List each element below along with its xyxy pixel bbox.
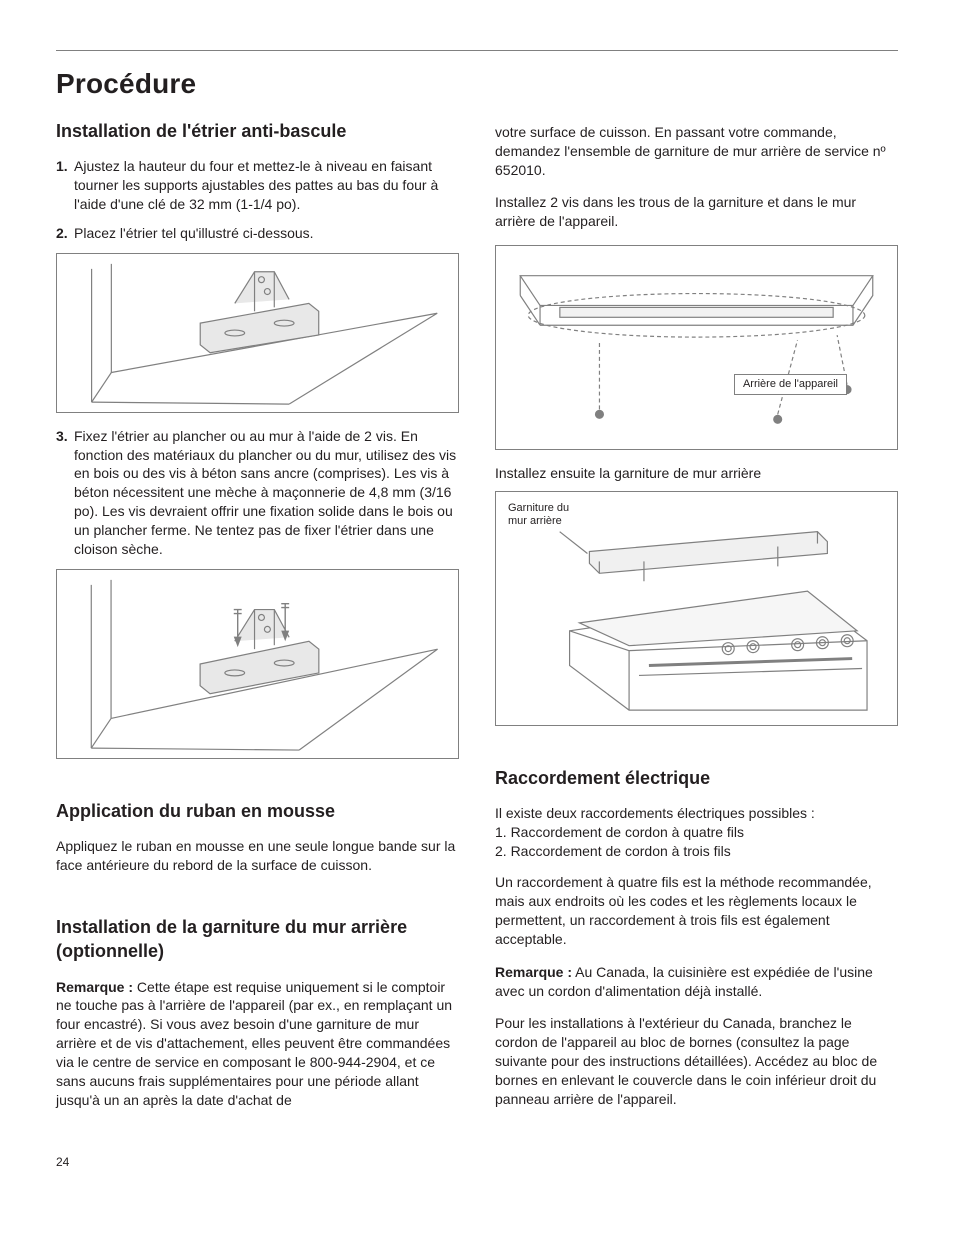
figure-bracket-placement xyxy=(56,253,459,413)
figure-bracket-screws xyxy=(56,569,459,759)
fig-label-trim: Garniture du mur arrière xyxy=(504,500,573,530)
step-num: 3. xyxy=(56,427,74,559)
caption-install-trim: Installez ensuite la garniture de mur ar… xyxy=(495,464,898,483)
sec1-steps: 1. Ajustez la hauteur du four et mettez-… xyxy=(56,157,459,243)
step-1: 1. Ajustez la hauteur du four et mettez-… xyxy=(56,157,459,214)
top-rule xyxy=(56,50,898,51)
note-body: Cette étape est requise uniquement si le… xyxy=(56,979,452,1108)
install-screws-text: Installez 2 vis dans les trous de la gar… xyxy=(495,193,898,231)
right-column: votre surface de cuisson. En passant vot… xyxy=(495,119,898,1124)
sec2-heading: Application du ruban en mousse xyxy=(56,799,459,823)
step-text: Placez l'étrier tel qu'illustré ci-desso… xyxy=(74,224,459,243)
left-column: Installation de l'étrier anti-bascule 1.… xyxy=(56,119,459,1124)
opt2: 2. Raccordement de cordon à trois fils xyxy=(495,843,731,859)
two-column-layout: Installation de l'étrier anti-bascule 1.… xyxy=(56,119,898,1124)
bracket-screws-svg xyxy=(57,570,458,758)
step-num: 2. xyxy=(56,224,74,243)
sec4-body2: Pour les installations à l'extérieur du … xyxy=(495,1014,898,1108)
sec4-note: Remarque : Au Canada, la cuisinière est … xyxy=(495,963,898,1001)
note-label: Remarque : xyxy=(495,964,572,980)
page-title: Procédure xyxy=(56,65,898,103)
fig-label-rear: Arrière de l'appareil xyxy=(734,374,847,395)
opt1: 1. Raccordement de cordon à quatre fils xyxy=(495,824,744,840)
sec4-body1: Un raccordement à quatre fils est la mét… xyxy=(495,873,898,949)
step-text: Fixez l'étrier au plancher ou au mur à l… xyxy=(74,427,459,559)
step-3: 3. Fixez l'étrier au plancher ou au mur … xyxy=(56,427,459,559)
sec1-steps-cont: 3. Fixez l'étrier au plancher ou au mur … xyxy=(56,427,459,559)
sec3-continuation: votre surface de cuisson. En passant vot… xyxy=(495,123,898,180)
step-text: Ajustez la hauteur du four et mettez-le … xyxy=(74,157,459,214)
figure-wall-trim: Garniture du mur arrière xyxy=(495,491,898,726)
figure-rear-appliance: Arrière de l'appareil xyxy=(495,245,898,450)
sec1-heading: Installation de l'étrier anti-bascule xyxy=(56,119,459,143)
rear-appliance-svg xyxy=(496,246,897,449)
sec4-intro: Il existe deux raccordements électriques… xyxy=(495,804,898,861)
sec2-body: Appliquez le ruban en mousse en une seul… xyxy=(56,837,459,875)
bracket-placement-svg xyxy=(57,254,458,412)
sec3-note: Remarque : Cette étape est requise uniqu… xyxy=(56,978,459,1110)
page-number: 24 xyxy=(56,1154,898,1170)
sec3-heading: Installation de la garniture du mur arri… xyxy=(56,915,459,964)
step-num: 1. xyxy=(56,157,74,214)
sec4-heading: Raccordement électrique xyxy=(495,766,898,790)
step-2: 2. Placez l'étrier tel qu'illustré ci-de… xyxy=(56,224,459,243)
intro-text: Il existe deux raccordements électriques… xyxy=(495,805,815,821)
note-label: Remarque : xyxy=(56,979,133,995)
